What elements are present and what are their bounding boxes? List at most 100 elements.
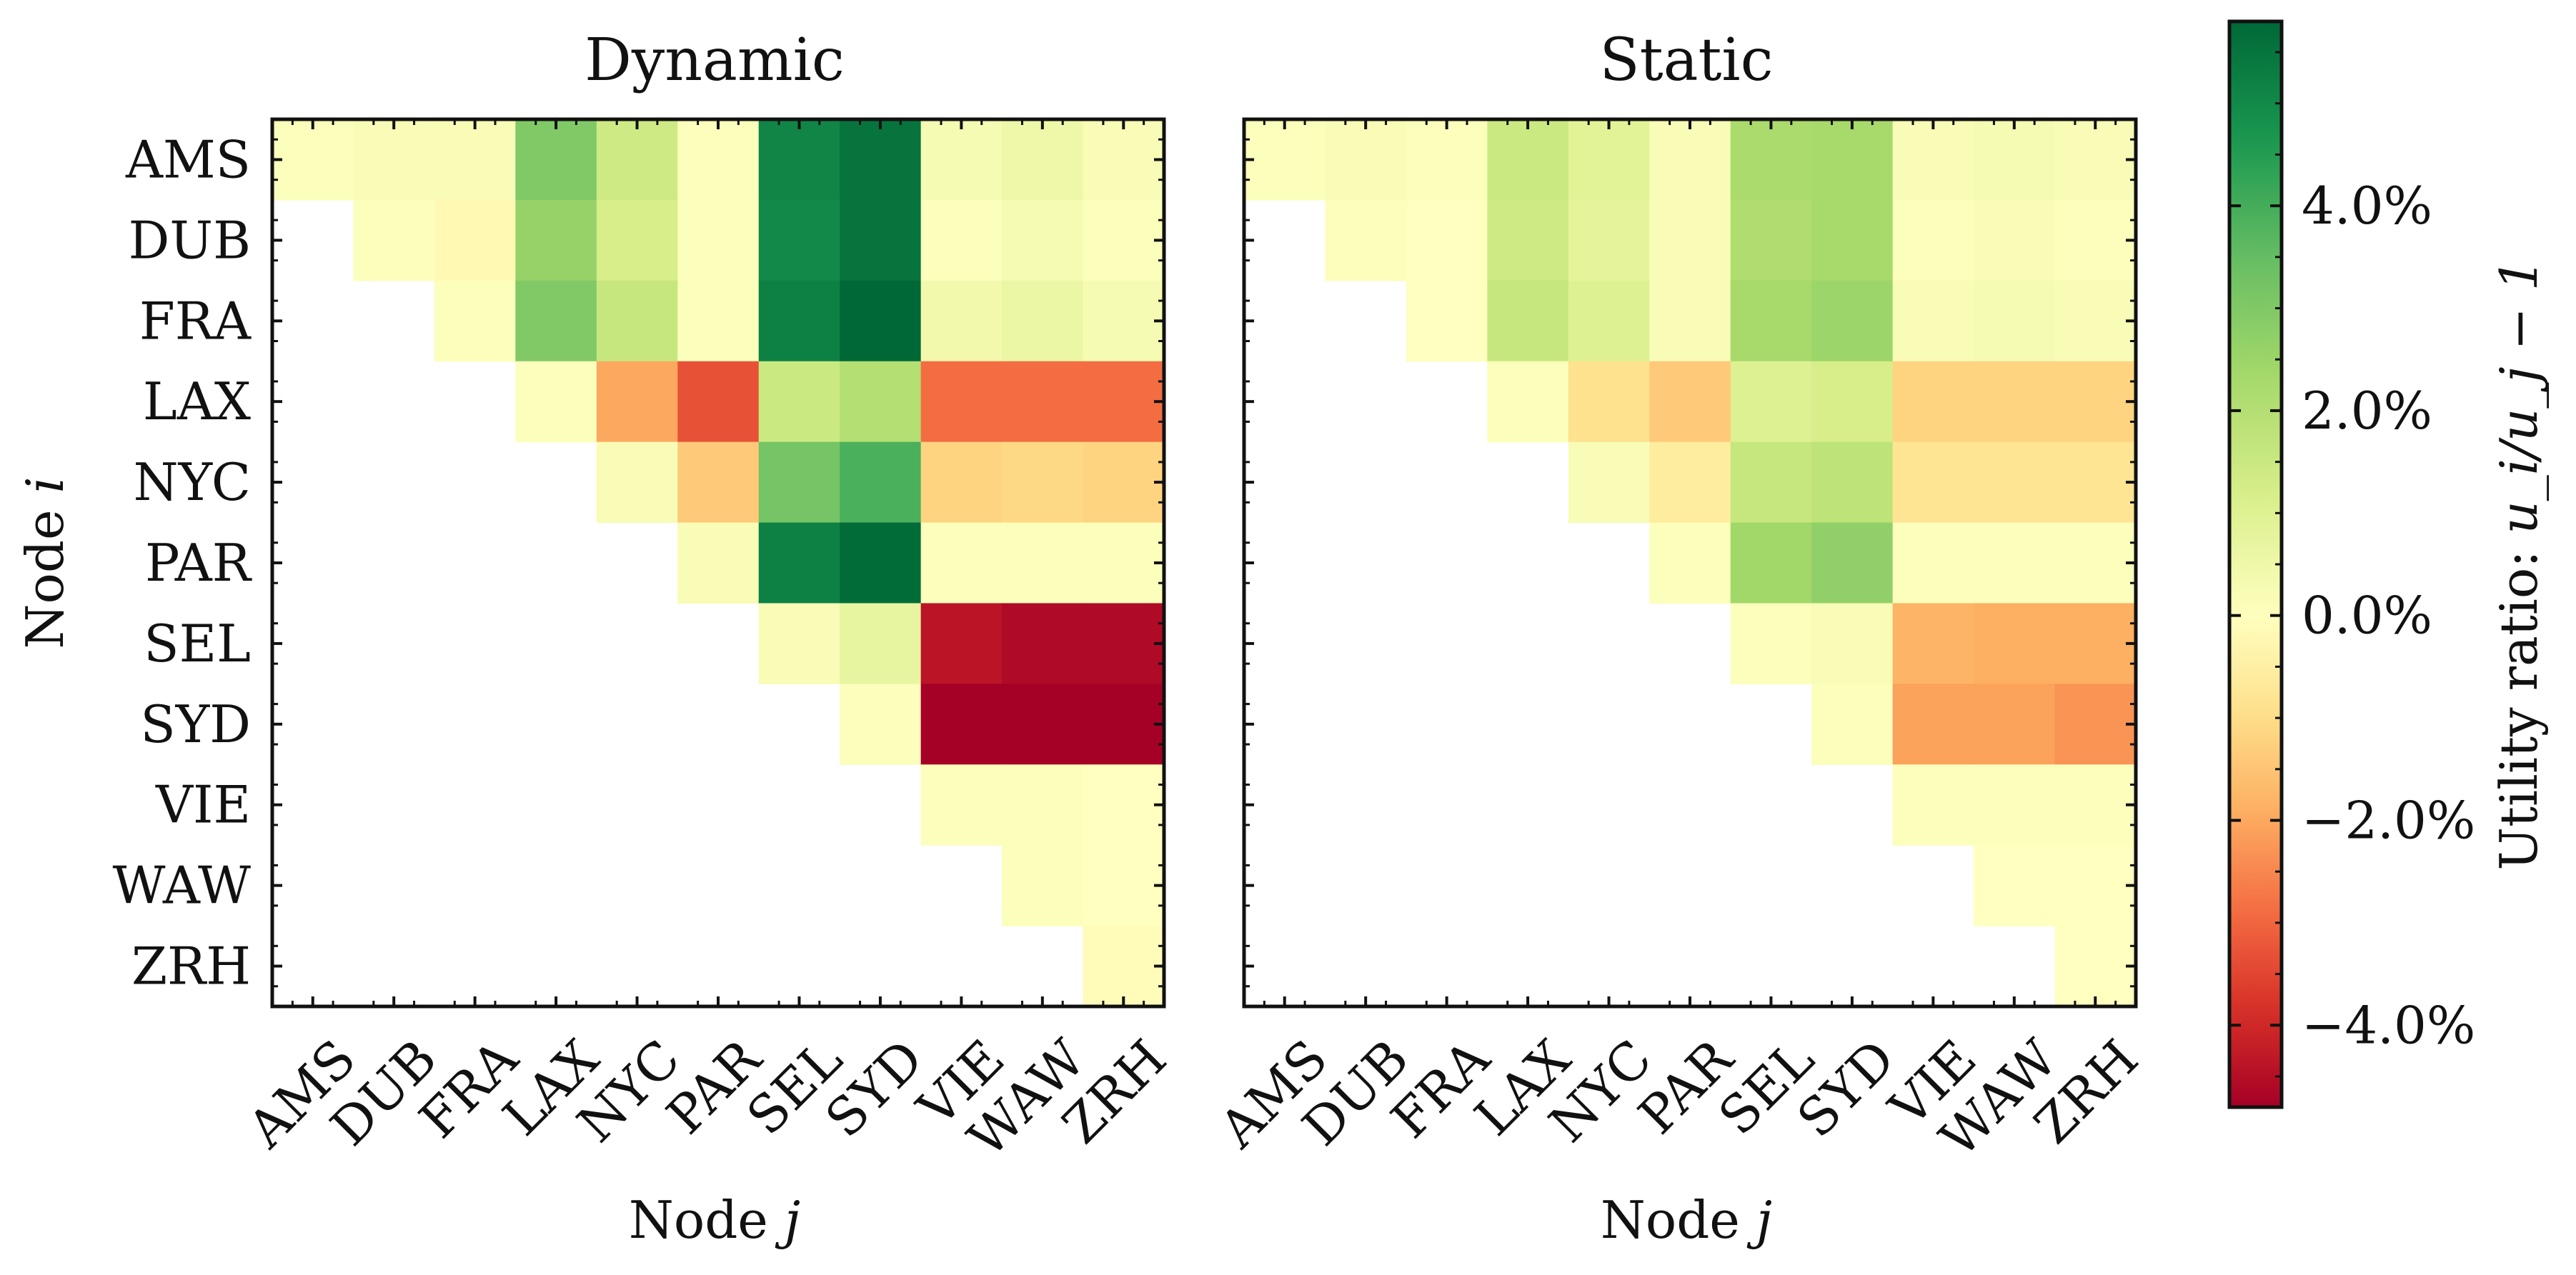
cell-DUB-LAX — [1487, 199, 1569, 281]
cell-SEL-ZRH — [2054, 603, 2137, 684]
dynamic-y-axis-label-text: Node — [15, 509, 75, 649]
cell-VIE-WAW — [1002, 764, 1084, 846]
cell-FRA-ZRH — [1083, 280, 1165, 362]
cell-DUB-ZRH — [2054, 199, 2137, 281]
cell-AMS-FRA — [434, 119, 516, 201]
cell-DUB-FRA — [1406, 199, 1488, 281]
cell-DUB-NYC — [1568, 199, 1650, 281]
cell-PAR-VIE — [920, 522, 1003, 604]
dynamic-y-tick-labels: AMS DUB FRA LAX NYC PAR SEL SYD VIE WAW ZRH — [113, 129, 252, 996]
cell-NYC-SYD — [1811, 441, 1894, 524]
cell-NYC-VIE — [920, 441, 1003, 524]
static-title: Static — [1599, 26, 1773, 94]
cell-SEL-VIE — [1892, 603, 1974, 684]
cell-NYC-WAW — [1002, 441, 1084, 524]
cell-LAX-SYD — [840, 361, 922, 443]
cell-FRA-VIE — [1892, 280, 1974, 362]
cell-FRA-FRA — [434, 280, 516, 362]
cell-DUB-WAW — [1974, 199, 2056, 281]
cell-NYC-SEL — [758, 441, 840, 524]
cell-LAX-SEL — [758, 361, 840, 443]
dynamic-y-axis-label-var: i — [15, 477, 75, 494]
y-tick-label-SYD: SYD — [140, 694, 251, 754]
cell-DUB-SEL — [758, 199, 840, 281]
y-tick-label-SEL: SEL — [144, 614, 251, 674]
dynamic-panel: Dynamic AMS DUB FRA LAX NYC PAR SEL SYD VIE WAW ZR… — [15, 26, 1178, 1250]
y-tick-label-PAR: PAR — [145, 533, 252, 593]
cell-LAX-LAX — [515, 361, 597, 443]
cell-NYC-NYC — [596, 441, 678, 524]
cell-AMS-ZRH — [2054, 119, 2137, 201]
cell-SEL-ZRH — [1083, 603, 1165, 684]
cell-FRA-NYC — [1568, 280, 1650, 362]
static-x-axis-label: Node j — [1601, 1190, 1772, 1250]
cell-FRA-LAX — [515, 280, 597, 362]
cell-LAX-WAW — [1002, 361, 1084, 443]
cell-LAX-VIE — [1892, 361, 1974, 443]
cell-DUB-LAX — [515, 199, 597, 281]
cell-AMS-SEL — [1730, 119, 1812, 201]
y-tick-label-WAW: WAW — [113, 856, 252, 916]
cell-FRA-LAX — [1487, 280, 1569, 362]
cell-PAR-SYD — [1811, 522, 1894, 604]
cell-FRA-SEL — [758, 280, 840, 362]
cell-NYC-VIE — [1892, 441, 1974, 524]
cell-DUB-NYC — [596, 199, 678, 281]
cell-SEL-SYD — [1811, 603, 1894, 684]
colorbar: 4.0% 2.0% 0.0% −2.0% −4.0% Utility ratio: u_… — [2227, 19, 2549, 1109]
dynamic-axes-frame — [270, 117, 1166, 1009]
colorbar-gradient — [2227, 19, 2284, 1109]
colorbar-label-formula: u_i/u_j − 1 — [2489, 258, 2549, 534]
cell-ZRH-ZRH — [2054, 926, 2137, 1007]
cell-SYD-WAW — [1002, 684, 1084, 765]
dynamic-x-axis-label: Node j — [629, 1190, 800, 1250]
cell-SEL-WAW — [1002, 603, 1084, 684]
cell-PAR-ZRH — [1083, 522, 1165, 604]
cell-WAW-WAW — [1974, 845, 2056, 926]
cell-DUB-WAW — [1002, 199, 1084, 281]
cell-AMS-LAX — [1487, 119, 1569, 201]
cell-SEL-VIE — [920, 603, 1003, 684]
colorbar-tick-label: −2.0% — [2302, 790, 2475, 850]
cell-DUB-PAR — [1649, 199, 1731, 281]
dynamic-title: Dynamic — [585, 26, 845, 94]
dynamic-x-axis-label-text: Node — [629, 1190, 768, 1250]
colorbar-tick-label: 4.0% — [2302, 176, 2432, 236]
cell-AMS-SEL — [758, 119, 840, 201]
cell-NYC-SYD — [840, 441, 922, 524]
cell-VIE-WAW — [1974, 764, 2056, 846]
cell-AMS-DUB — [353, 119, 435, 201]
cell-PAR-SEL — [1730, 522, 1812, 604]
cell-FRA-SYD — [1811, 280, 1894, 362]
y-tick-label-FRA: FRA — [139, 291, 252, 351]
colorbar-label-text: Utility ratio: — [2489, 534, 2549, 871]
y-tick-label-ZRH: ZRH — [131, 936, 251, 996]
cell-LAX-LAX — [1487, 361, 1569, 443]
cell-PAR-VIE — [1892, 522, 1974, 604]
cell-FRA-FRA — [1406, 280, 1488, 362]
cell-AMS-PAR — [677, 119, 760, 201]
cell-LAX-PAR — [677, 361, 760, 443]
cell-LAX-ZRH — [2054, 361, 2137, 443]
cell-FRA-WAW — [1974, 280, 2056, 362]
cell-LAX-WAW — [1974, 361, 2056, 443]
cell-VIE-VIE — [1892, 764, 1974, 846]
cell-VIE-ZRH — [1083, 764, 1165, 846]
cell-FRA-SYD — [840, 280, 922, 362]
cell-AMS-LAX — [515, 119, 597, 201]
cell-PAR-SEL — [758, 522, 840, 604]
dynamic-y-axis-label: Node i — [15, 477, 75, 649]
cell-AMS-VIE — [920, 119, 1003, 201]
static-panel: Static AMSDUBFRALAXNYCPARSELSYDVIEWAWZRH… — [1208, 26, 2149, 1250]
cell-LAX-SYD — [1811, 361, 1894, 443]
cell-DUB-SYD — [1811, 199, 1894, 281]
static-cells — [1244, 119, 2137, 1007]
cell-SYD-WAW — [1974, 684, 2056, 765]
cell-AMS-PAR — [1649, 119, 1731, 201]
cell-SYD-SYD — [1811, 684, 1894, 765]
cell-SYD-ZRH — [1083, 684, 1165, 765]
cell-AMS-AMS — [1244, 119, 1326, 201]
